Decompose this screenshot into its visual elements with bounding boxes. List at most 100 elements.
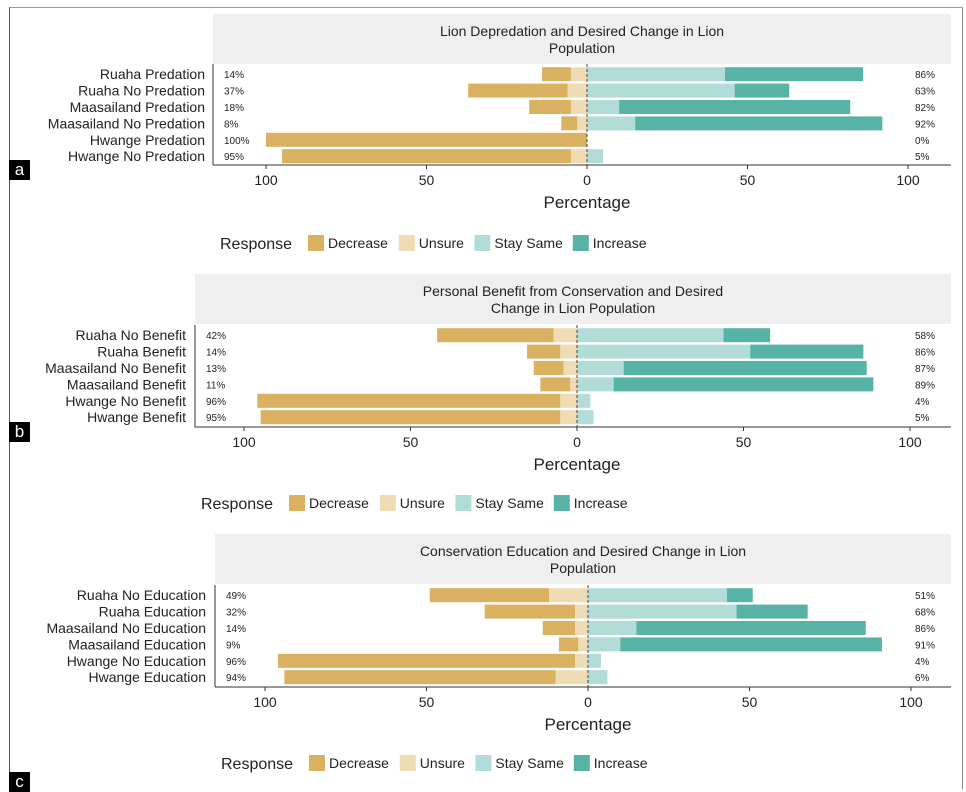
legend-swatch-stay-same — [455, 495, 472, 511]
right-percent-label: 5% — [915, 413, 930, 424]
bar-decrease — [437, 328, 554, 343]
x-tick-label: 100 — [896, 172, 920, 188]
x-tick-label: 0 — [583, 172, 591, 188]
legend-swatch-decrease — [308, 235, 324, 251]
legend-label: Decrease — [328, 235, 388, 251]
x-tick-label: 50 — [419, 694, 435, 710]
right-percent-label: 63% — [915, 87, 935, 98]
bar-decrease — [558, 637, 579, 652]
bar-decrease — [277, 653, 576, 668]
bar-increase — [619, 100, 851, 114]
bar-unsure — [563, 361, 577, 375]
bar-decrease — [257, 393, 561, 408]
bar-unsure — [570, 149, 587, 164]
x-axis-label: Percentage — [545, 715, 632, 734]
category-label: Maasailand Education — [68, 636, 206, 652]
figure-frame — [9, 7, 963, 789]
bar-increase — [613, 377, 874, 392]
bar-unsure — [575, 604, 588, 619]
bar-stay-same — [587, 149, 604, 164]
legend-label: Increase — [574, 495, 628, 511]
bar-decrease — [429, 588, 550, 603]
bar-decrease — [542, 621, 576, 635]
category-label: Hwange No Education — [67, 653, 206, 669]
x-axis-label: Percentage — [544, 193, 631, 212]
left-percent-label: 32% — [226, 608, 246, 619]
chart-title-line: Change in Lion Population — [491, 300, 655, 316]
right-percent-label: 89% — [915, 380, 935, 391]
category-label: Maasailand No Benefit — [45, 360, 186, 376]
legend-swatch-unsure — [379, 495, 396, 511]
left-percent-label: 13% — [206, 364, 226, 375]
bar-decrease — [540, 377, 571, 392]
legend-label: Increase — [594, 755, 648, 771]
bar-stay-same — [588, 621, 637, 635]
right-percent-label: 68% — [915, 608, 935, 619]
bar-decrease — [529, 100, 571, 114]
category-label: Maasailand No Education — [46, 620, 206, 636]
bar-decrease — [484, 604, 576, 619]
category-label: Hwange No Benefit — [65, 393, 186, 409]
x-tick-label: 100 — [254, 172, 278, 188]
panel-label: a — [9, 160, 30, 180]
bar-stay-same — [577, 393, 591, 408]
bar-increase — [750, 344, 864, 359]
bar-unsure — [575, 621, 588, 635]
legend-swatch-stay-same — [475, 755, 492, 771]
bar-unsure — [560, 344, 577, 359]
right-percent-label: 4% — [915, 397, 930, 408]
category-label: Maasailand No Predation — [48, 115, 205, 131]
bar-increase — [636, 621, 866, 635]
left-percent-label: 42% — [206, 331, 226, 342]
bar-stay-same — [587, 67, 726, 82]
bar-increase — [734, 83, 790, 98]
title-strip — [213, 14, 951, 64]
bar-stay-same — [577, 328, 724, 343]
x-axis-label: Percentage — [534, 455, 621, 474]
bar-unsure — [570, 67, 587, 82]
bar-decrease — [282, 149, 571, 164]
bar-unsure — [570, 377, 577, 392]
right-percent-label: 0% — [915, 136, 930, 147]
chart-panel-c: Conservation Education and Desired Chang… — [0, 520, 966, 792]
bar-stay-same — [588, 588, 727, 603]
bar-unsure — [567, 83, 587, 98]
category-label: Maasailand Predation — [70, 99, 205, 115]
x-tick-label: 100 — [232, 434, 256, 450]
legend-title: Response — [220, 236, 292, 253]
legend-swatch-increase — [553, 495, 570, 511]
legend-swatch-increase — [573, 755, 590, 771]
left-percent-label: 14% — [224, 70, 244, 81]
chart-svg: Lion Depredation and Desired Change in L… — [48, 14, 951, 253]
bar-unsure — [575, 653, 588, 668]
category-label: Hwange Predation — [90, 132, 205, 148]
bar-unsure — [553, 328, 577, 343]
bar-unsure — [578, 637, 588, 652]
bar-increase — [620, 637, 882, 652]
category-label: Ruaha Predation — [100, 66, 205, 82]
legend-swatch-unsure — [398, 235, 415, 251]
left-percent-label: 18% — [224, 103, 244, 114]
bar-unsure — [555, 670, 588, 685]
category-label: Ruaha Benefit — [97, 344, 186, 360]
bar-unsure — [577, 116, 587, 131]
bar-stay-same — [587, 116, 636, 131]
right-percent-label: 87% — [915, 364, 935, 375]
bar-increase — [623, 361, 867, 375]
category-label: Hwange Education — [88, 669, 206, 685]
bar-decrease — [561, 116, 578, 131]
chart-title-line: Population — [549, 40, 615, 56]
bar-decrease — [284, 670, 556, 685]
legend-swatch-decrease — [289, 495, 305, 511]
x-tick-label: 100 — [899, 694, 923, 710]
category-label: Ruaha Education — [99, 604, 206, 620]
panel-label: b — [9, 422, 30, 442]
bar-stay-same — [577, 344, 751, 359]
left-percent-label: 49% — [226, 591, 246, 602]
legend-swatch-stay-same — [474, 235, 491, 251]
bar-stay-same — [588, 637, 621, 652]
panel-label: c — [9, 772, 30, 792]
left-percent-label: 95% — [224, 152, 244, 163]
left-percent-label: 100% — [224, 136, 250, 147]
legend-label: Unsure — [420, 755, 465, 771]
